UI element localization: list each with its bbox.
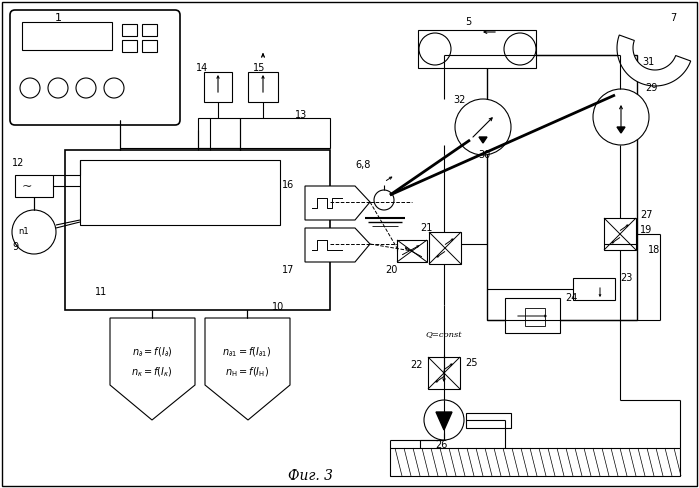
Bar [80, 160, 280, 225]
Bar [418, 30, 536, 68]
Polygon shape [436, 412, 452, 430]
Text: 5: 5 [465, 17, 471, 27]
Bar [122, 24, 137, 36]
Polygon shape [205, 318, 290, 420]
Circle shape [424, 400, 464, 440]
Bar [505, 298, 560, 333]
Bar [142, 24, 157, 36]
Text: 31: 31 [642, 57, 654, 67]
Bar [198, 118, 330, 148]
Text: 24: 24 [565, 293, 577, 303]
Bar [65, 150, 330, 310]
Polygon shape [305, 186, 370, 220]
Polygon shape [110, 318, 195, 420]
Text: 25: 25 [465, 358, 477, 368]
Circle shape [455, 99, 511, 155]
Text: 11: 11 [95, 287, 107, 297]
Text: 23: 23 [620, 273, 633, 283]
Bar [142, 40, 157, 52]
Text: 27: 27 [640, 210, 652, 220]
Bar [487, 55, 637, 320]
Polygon shape [305, 228, 370, 262]
Text: 6,8: 6,8 [355, 160, 370, 170]
Bar [573, 278, 615, 300]
Text: 9: 9 [12, 242, 18, 252]
Text: $n_{\partial 1}=f(I_{\partial 1})$: $n_{\partial 1}=f(I_{\partial 1})$ [222, 345, 272, 359]
Text: $n_{\rm H}=f(I_{\rm H})$: $n_{\rm H}=f(I_{\rm H})$ [225, 365, 269, 379]
Polygon shape [617, 127, 625, 133]
Text: 15: 15 [253, 63, 266, 73]
Circle shape [104, 78, 124, 98]
Text: 14: 14 [196, 63, 208, 73]
Text: 1: 1 [55, 13, 62, 23]
Circle shape [48, 78, 68, 98]
Circle shape [593, 89, 649, 145]
Bar [15, 175, 53, 197]
Text: 30: 30 [478, 150, 490, 160]
Circle shape [20, 78, 40, 98]
Text: 19: 19 [640, 225, 652, 235]
Text: ~: ~ [22, 181, 32, 194]
Circle shape [374, 190, 394, 210]
Bar [604, 218, 636, 250]
Bar [428, 357, 460, 389]
Text: 13: 13 [295, 110, 308, 120]
Bar [122, 40, 137, 52]
Circle shape [419, 33, 451, 65]
Bar [22, 22, 112, 50]
Text: 18: 18 [648, 245, 661, 255]
Text: 16: 16 [282, 180, 294, 190]
Text: 7: 7 [670, 13, 676, 23]
FancyBboxPatch shape [10, 10, 180, 125]
Text: n1: n1 [19, 227, 29, 237]
Text: 32: 32 [453, 95, 466, 105]
Text: 17: 17 [282, 265, 294, 275]
Bar [248, 72, 278, 102]
Bar [204, 72, 232, 102]
Bar [390, 448, 680, 476]
Circle shape [12, 210, 56, 254]
Text: $n_{\kappa}=f(I_{\kappa})$: $n_{\kappa}=f(I_{\kappa})$ [131, 365, 173, 379]
Text: 10: 10 [272, 302, 284, 312]
Text: 20: 20 [385, 265, 397, 275]
Bar [525, 308, 545, 326]
Text: 22: 22 [410, 360, 422, 370]
Text: 29: 29 [645, 83, 657, 93]
Text: Фиг. 3: Фиг. 3 [287, 469, 333, 483]
Bar [466, 413, 511, 428]
Text: 21: 21 [420, 223, 433, 233]
Polygon shape [617, 35, 691, 86]
Bar [397, 240, 427, 262]
Circle shape [504, 33, 536, 65]
Text: $n_{\partial}=f(I_{\partial})$: $n_{\partial}=f(I_{\partial})$ [131, 345, 173, 359]
Text: 26: 26 [435, 440, 447, 450]
Polygon shape [479, 137, 487, 143]
Bar [429, 232, 461, 264]
Text: Q=const: Q=const [426, 331, 462, 339]
Circle shape [76, 78, 96, 98]
Text: 12: 12 [12, 158, 24, 168]
